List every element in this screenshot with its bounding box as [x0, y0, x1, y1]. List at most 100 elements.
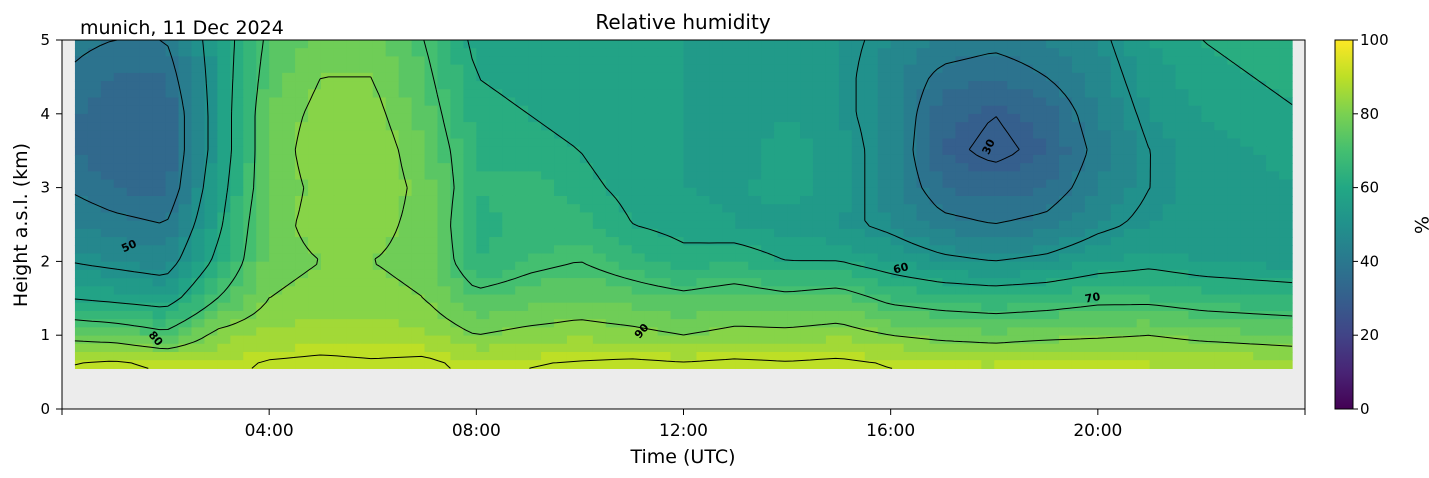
heatmap-cell [554, 360, 568, 370]
heatmap-cell [566, 72, 581, 82]
heatmap-cell [929, 64, 944, 74]
heatmap-cell [178, 97, 193, 107]
heatmap-cell [1266, 122, 1280, 131]
heatmap-cell [787, 72, 801, 82]
heatmap-cell [955, 253, 969, 263]
heatmap-cell [295, 302, 309, 312]
heatmap-cell [463, 105, 477, 115]
heatmap-cell [787, 154, 801, 164]
heatmap-cell [787, 360, 801, 370]
heatmap-cell [1227, 351, 1241, 361]
heatmap-cell [748, 269, 762, 279]
heatmap-cell [411, 163, 426, 172]
heatmap-cell [372, 228, 387, 238]
heatmap-cell [1240, 56, 1254, 66]
heatmap-cell [1188, 286, 1203, 296]
heatmap-cell [1279, 163, 1293, 172]
heatmap-cell [1240, 220, 1254, 230]
heatmap-cell [929, 72, 944, 82]
heatmap-cell [981, 146, 995, 156]
heatmap-cell [800, 220, 814, 230]
heatmap-cell [1188, 360, 1203, 370]
heatmap-cell [398, 360, 413, 370]
heatmap-cell [359, 319, 374, 328]
heatmap-cell [100, 294, 115, 304]
heatmap-cell [333, 105, 348, 115]
heatmap-cell [968, 195, 982, 205]
heatmap-cell [722, 351, 736, 361]
colorbar-tick-label: 100 [1360, 31, 1389, 49]
heatmap-cell [295, 319, 309, 328]
heatmap-cell [1175, 253, 1190, 263]
heatmap-cell [1162, 122, 1177, 131]
heatmap-cell [994, 294, 1008, 304]
heatmap-cell [644, 343, 659, 353]
heatmap-cell [178, 319, 193, 328]
colorbar-tick-label: 60 [1360, 179, 1379, 197]
heatmap-cell [812, 154, 827, 164]
heatmap-cell [489, 220, 503, 230]
heatmap-cell [411, 335, 426, 345]
heatmap-cell [955, 179, 969, 189]
heatmap-cell [1058, 228, 1073, 238]
heatmap-cell [592, 72, 607, 82]
heatmap-cell [903, 269, 918, 279]
heatmap-cell [968, 179, 982, 189]
heatmap-cell [554, 286, 568, 296]
heatmap-cell [696, 286, 710, 296]
heatmap-cell [308, 130, 322, 140]
heatmap-cell [748, 261, 762, 271]
heatmap-cell [1046, 146, 1060, 156]
contour-label: 50 [119, 237, 139, 255]
heatmap-cell [825, 261, 840, 271]
heatmap-cell [877, 179, 892, 189]
heatmap-cell [256, 179, 270, 189]
heatmap-cell [1188, 269, 1203, 279]
heatmap-cell [1123, 253, 1138, 263]
heatmap-cell [1123, 113, 1138, 123]
heatmap-cell [955, 220, 969, 230]
heatmap-cell [437, 351, 452, 361]
heatmap-cell [670, 195, 685, 205]
heatmap-cell [566, 122, 581, 131]
heatmap-cell [1253, 220, 1267, 230]
heatmap-cell [1149, 360, 1164, 370]
heatmap-cell [411, 146, 426, 156]
heatmap-cell [618, 154, 633, 164]
heatmap-cell [1240, 64, 1254, 74]
heatmap-cell [178, 294, 193, 304]
heatmap-cell [1046, 130, 1060, 140]
heatmap-cell [165, 278, 180, 287]
heatmap-cell [1136, 245, 1151, 255]
heatmap-cell [411, 97, 426, 107]
heatmap-cell [1253, 97, 1267, 107]
heatmap-cell [1162, 319, 1177, 328]
heatmap-cell [657, 72, 672, 82]
heatmap-cell [618, 253, 633, 263]
heatmap-cell [657, 245, 672, 255]
heatmap-cell [709, 261, 723, 271]
heatmap-cell [1240, 179, 1254, 189]
heatmap-cell [748, 187, 762, 197]
heatmap-cell [851, 97, 866, 107]
heatmap-cell [398, 97, 413, 107]
heatmap-cell [929, 253, 944, 263]
heatmap-cell [113, 40, 128, 49]
heatmap-cell [308, 171, 322, 181]
heatmap-cell [126, 343, 141, 353]
heatmap-cell [398, 64, 413, 74]
heatmap-cell [372, 237, 387, 246]
heatmap-cell [1097, 56, 1112, 66]
heatmap-cell [541, 278, 555, 287]
heatmap-cell [295, 64, 309, 74]
heatmap-cell [1227, 130, 1241, 140]
heatmap-cell [476, 97, 490, 107]
heatmap-cell [269, 351, 283, 361]
heatmap-cell [566, 310, 581, 320]
heatmap-cell [748, 228, 762, 238]
heatmap-cell [320, 237, 335, 246]
heatmap-cell [1084, 237, 1099, 246]
heatmap-cell [308, 97, 322, 107]
heatmap-cell [1266, 351, 1280, 361]
heatmap-cell [1214, 269, 1228, 279]
